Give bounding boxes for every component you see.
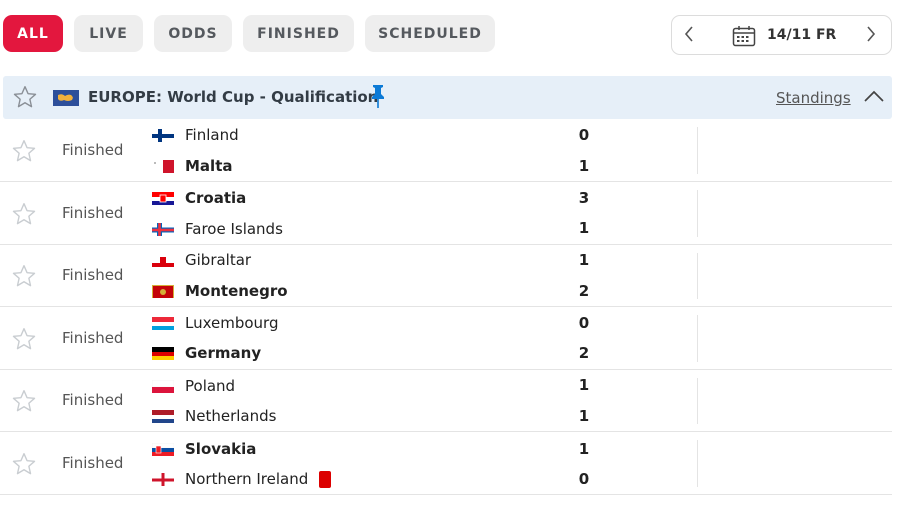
croatia-flag-icon xyxy=(152,191,174,205)
finland-flag-icon xyxy=(152,128,174,142)
tab-all[interactable]: ALL xyxy=(3,15,63,52)
match-status: Finished xyxy=(62,266,124,284)
favorite-star-icon[interactable] xyxy=(11,138,37,168)
home-score: 1 xyxy=(578,440,590,458)
standings-link[interactable]: Standings xyxy=(776,89,851,107)
pin-icon[interactable] xyxy=(370,84,386,114)
away-team: Montenegro xyxy=(152,281,288,301)
favorite-star-icon[interactable] xyxy=(11,388,37,418)
match-status: Finished xyxy=(62,204,124,222)
away-score: 0 xyxy=(578,470,590,488)
luxembourg-flag-icon xyxy=(152,316,174,330)
league-title[interactable]: EUROPE: World Cup - Qualification xyxy=(88,88,379,106)
home-score: 1 xyxy=(578,376,590,394)
away-team: Netherlands xyxy=(152,406,276,426)
team-name: Luxembourg xyxy=(185,314,279,332)
chevron-up-icon[interactable] xyxy=(863,88,885,107)
team-name: Netherlands xyxy=(185,407,277,425)
home-team: Poland xyxy=(152,376,235,396)
germany-flag-icon xyxy=(152,346,174,360)
home-team: Slovakia xyxy=(152,439,256,459)
away-score: 2 xyxy=(578,282,590,300)
netherlands-flag-icon xyxy=(152,409,174,423)
team-name: Poland xyxy=(185,377,236,395)
match-row[interactable]: Finished Luxembourg Germany 0 2 xyxy=(0,307,892,370)
match-row[interactable]: Finished Croatia Faroe Islands 3 1 xyxy=(0,182,892,245)
match-status: Finished xyxy=(62,454,124,472)
home-score: 3 xyxy=(578,189,590,207)
calendar-icon[interactable] xyxy=(732,25,756,51)
team-name: Finland xyxy=(185,126,239,144)
home-score: 0 xyxy=(578,126,590,144)
tab-odds[interactable]: ODDS xyxy=(154,15,232,52)
team-name: Slovakia xyxy=(185,440,257,458)
favorite-star-icon[interactable] xyxy=(11,451,37,481)
away-score: 1 xyxy=(578,407,590,425)
team-name: Northern Ireland xyxy=(185,470,309,488)
match-status: Finished xyxy=(62,329,124,347)
divider xyxy=(697,440,698,487)
faroe-islands-flag-icon xyxy=(152,222,174,236)
away-team: Germany xyxy=(152,343,261,363)
tab-finished[interactable]: FINISHED xyxy=(243,15,354,52)
team-name: Faroe Islands xyxy=(185,220,283,238)
away-team: Faroe Islands xyxy=(152,219,283,239)
away-team: Northern Ireland xyxy=(152,469,332,489)
away-score: 1 xyxy=(578,157,590,175)
red-card-icon xyxy=(319,470,332,488)
chevron-left-icon[interactable] xyxy=(684,25,694,47)
home-team: Croatia xyxy=(152,188,246,208)
slovakia-flag-icon xyxy=(152,442,174,456)
away-team: Malta xyxy=(152,156,232,176)
divider xyxy=(697,378,698,424)
divider xyxy=(697,127,698,174)
divider xyxy=(697,253,698,299)
team-name: Malta xyxy=(185,157,233,175)
team-name: Croatia xyxy=(185,189,247,207)
match-status: Finished xyxy=(62,141,124,159)
selected-date[interactable]: 14/11 FR xyxy=(767,27,837,43)
poland-flag-icon xyxy=(152,379,174,393)
filter-bar: ALL LIVE ODDS FINISHED SCHEDULED 14/11 F… xyxy=(0,0,900,66)
favorite-star-icon[interactable] xyxy=(12,84,38,114)
team-name: Germany xyxy=(185,344,262,362)
away-score: 2 xyxy=(578,344,590,362)
divider xyxy=(697,315,698,362)
montenegro-flag-icon xyxy=(152,284,174,298)
home-team: Gibraltar xyxy=(152,250,251,270)
northern-ireland-flag-icon xyxy=(152,472,174,486)
date-picker[interactable]: 14/11 FR xyxy=(671,15,892,55)
team-name: Gibraltar xyxy=(185,251,252,269)
match-row[interactable]: Finished Slovakia Northern Ireland 1 0 xyxy=(0,432,892,495)
home-team: Luxembourg xyxy=(152,313,279,333)
match-status: Finished xyxy=(62,391,124,409)
home-score: 0 xyxy=(578,314,590,332)
favorite-star-icon[interactable] xyxy=(11,263,37,293)
malta-flag-icon xyxy=(152,159,174,173)
away-score: 1 xyxy=(578,219,590,237)
league-header: EUROPE: World Cup - Qualification Standi… xyxy=(3,76,892,119)
match-row[interactable]: Finished Finland Malta 0 1 xyxy=(0,119,892,182)
match-row[interactable]: Finished Poland Netherlands 1 1 xyxy=(0,370,892,432)
team-name: Montenegro xyxy=(185,282,288,300)
home-team: Finland xyxy=(152,125,239,145)
favorite-star-icon[interactable] xyxy=(11,326,37,356)
tab-live[interactable]: LIVE xyxy=(74,15,143,52)
gibraltar-flag-icon xyxy=(152,253,174,267)
home-score: 1 xyxy=(578,251,590,269)
match-row[interactable]: Finished Gibraltar Montenegro 1 2 xyxy=(0,245,892,307)
favorite-star-icon[interactable] xyxy=(11,201,37,231)
europe-flag-icon xyxy=(53,90,79,110)
chevron-right-icon[interactable] xyxy=(866,25,876,47)
tab-scheduled[interactable]: SCHEDULED xyxy=(365,15,495,52)
divider xyxy=(697,190,698,237)
